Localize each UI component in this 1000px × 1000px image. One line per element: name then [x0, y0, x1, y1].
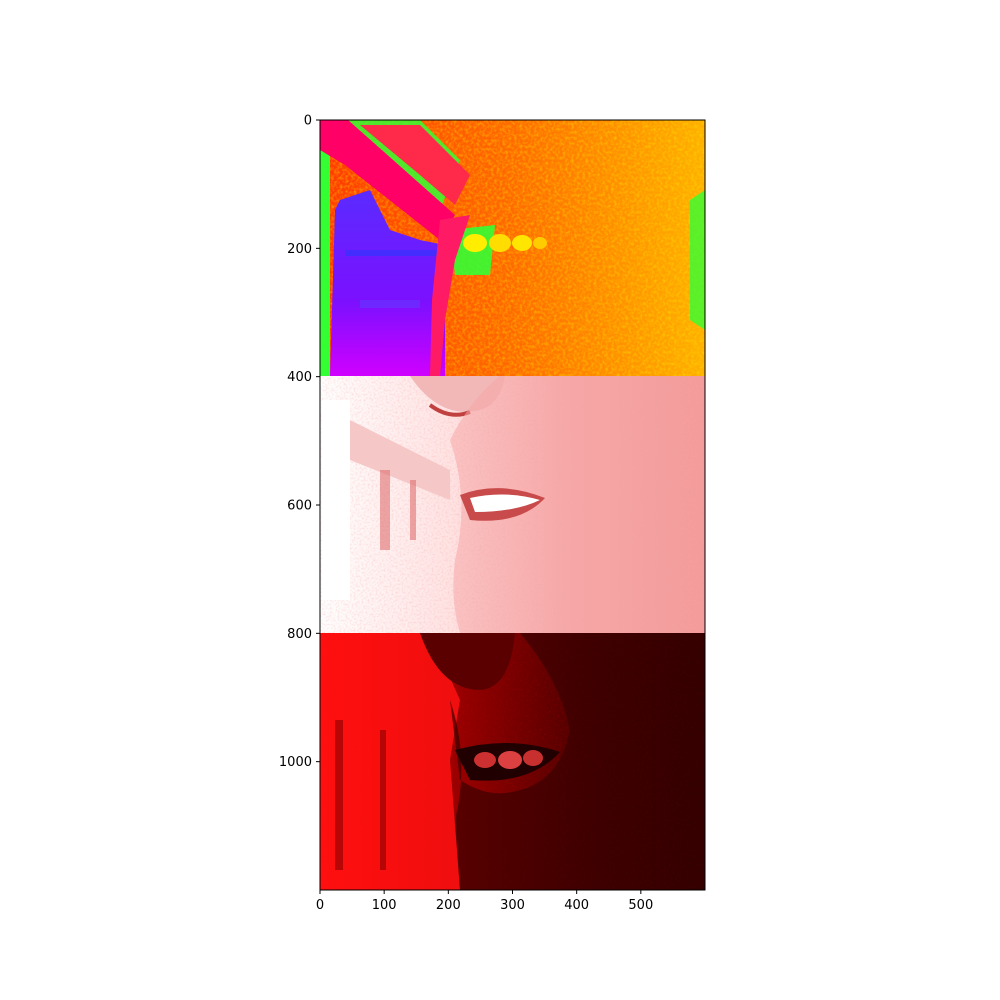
x-tick-label: 100: [372, 898, 397, 913]
y-axis: 0 200 400 600 800 1000: [279, 114, 320, 770]
y-tick-label: 800: [287, 627, 312, 642]
red-panel: [320, 633, 705, 890]
y-tick-label: 200: [287, 242, 312, 257]
y-tick-label: 1000: [279, 755, 312, 770]
x-tick-label: 400: [564, 898, 589, 913]
false-color-panel: [320, 120, 705, 376]
y-tick-label: 400: [287, 370, 312, 385]
y-tick-label: 600: [287, 499, 312, 514]
x-tick-label: 500: [628, 898, 653, 913]
x-tick-label: 300: [500, 898, 525, 913]
x-axis: 0 100 200 300 400 500: [316, 890, 653, 913]
x-tick-label: 200: [436, 898, 461, 913]
y-tick-label: 0: [304, 114, 312, 129]
x-tick-label: 0: [316, 898, 324, 913]
pink-panel: [320, 376, 705, 633]
